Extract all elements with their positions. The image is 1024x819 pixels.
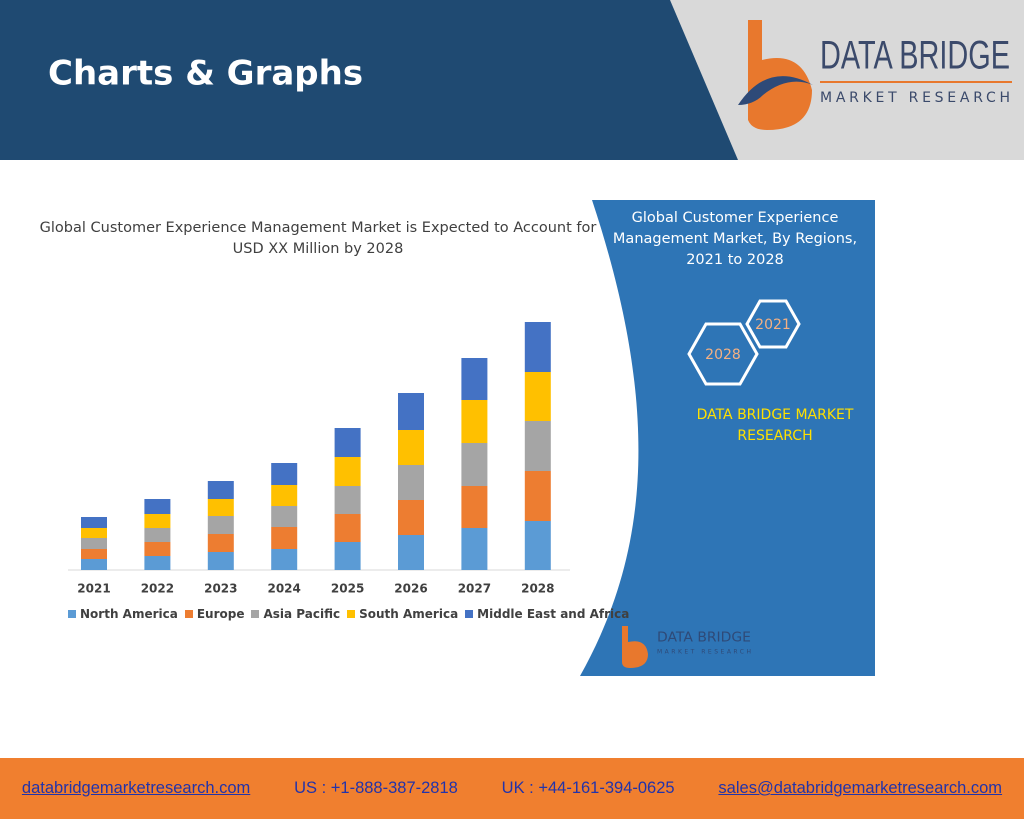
bar-segment (334, 428, 361, 457)
bar-segment (144, 528, 171, 542)
bar-segment (524, 421, 551, 471)
small-logo-tagline: MARKET RESEARCH (657, 649, 751, 656)
x-tick-label: 2025 (331, 582, 364, 596)
footer-email[interactable]: sales@databridgemarketresearch.com (718, 779, 1003, 797)
legend-label: Asia Pacific (263, 607, 341, 621)
x-tick-label: 2028 (521, 582, 554, 596)
bar-segment (398, 535, 424, 570)
legend-item: Middle East and Africa (465, 607, 629, 621)
x-tick-label: 2027 (458, 582, 491, 596)
bar-segment (81, 528, 107, 538)
legend-item: South America (347, 607, 458, 621)
legend-swatch (184, 610, 193, 618)
bar-segment (461, 358, 488, 400)
logo-tagline: MARKET RESEARCH (820, 90, 1010, 106)
bar-segment (207, 481, 234, 499)
bar-segment (524, 521, 551, 570)
legend-label: Middle East and Africa (477, 607, 630, 621)
bar-segment (271, 549, 298, 570)
legend-label: Europe (196, 607, 245, 621)
bar-segment (398, 430, 424, 465)
bar-segment (81, 549, 107, 559)
logo-mark (748, 20, 812, 130)
bar-segment (271, 463, 298, 485)
bar-segment (271, 506, 298, 527)
bar-segment (461, 443, 488, 486)
bar-segment (144, 542, 171, 556)
x-tick-label: 2022 (141, 582, 174, 596)
bar-segment (398, 500, 424, 535)
hex-label: 2021 (755, 317, 791, 333)
bar-segment (144, 556, 171, 570)
bar-segment (334, 457, 361, 486)
legend: North America Europe Asia Pacific South Ame… (68, 607, 629, 621)
bar-segment (207, 499, 234, 516)
legend-swatch (465, 610, 474, 618)
bar-segment (207, 534, 234, 552)
bar-segment (207, 516, 234, 534)
bar-segment (81, 517, 107, 528)
legend-swatch (347, 610, 356, 618)
bar-segment (461, 528, 488, 570)
panel-brand: DATA BRIDGE MARKET RESEARCH (696, 407, 854, 444)
x-tick-label: 2024 (267, 582, 300, 596)
legend-swatch (68, 610, 76, 618)
bar-segment (271, 527, 298, 549)
logo-swoosh (738, 76, 813, 105)
bar-segment (334, 486, 361, 514)
bar-segment (144, 499, 171, 514)
header-band (0, 0, 738, 160)
hexagon (745, 299, 801, 349)
small-logo-mark (622, 626, 648, 668)
legend-item: Europe (184, 607, 245, 621)
footer-us: US : +1-888-387-2818 (294, 779, 458, 797)
bar-segment (524, 322, 551, 372)
logo-name: DATA BRIDGE (820, 34, 1010, 78)
bar-segment (461, 486, 488, 528)
bar-segment (81, 538, 107, 549)
bar-segment (524, 471, 551, 521)
hex-label: 2028 (705, 347, 741, 363)
side-panel (580, 200, 875, 676)
bar-segment (334, 542, 361, 570)
footer-uk: UK : +44-161-394-0625 (501, 779, 675, 797)
legend-item: North America (68, 607, 178, 621)
bar-segment (271, 485, 298, 506)
bar-segment (144, 514, 171, 528)
bar-segment (207, 552, 234, 570)
legend-item: Asia Pacific (251, 607, 340, 621)
x-tick-label: 2021 (77, 582, 110, 596)
bar-segment (398, 465, 424, 500)
legend-swatch (251, 610, 260, 618)
bar-segment (398, 393, 424, 430)
bar-segment (524, 372, 551, 421)
footer: databridgemarketresearch.com US : +1-888… (0, 758, 1024, 819)
bar-segment (461, 400, 488, 443)
header-title: Charts & Graphs (48, 54, 363, 94)
hexagon (687, 322, 759, 386)
x-tick-label: 2026 (394, 582, 427, 596)
panel-title: Global Customer Experience Management Ma… (612, 210, 858, 268)
bar-segment (81, 559, 107, 570)
legend-label: North America (80, 607, 178, 621)
small-logo-name: DATA BRIDGE (657, 631, 751, 646)
footer-website[interactable]: databridgemarketresearch.com (21, 779, 251, 797)
legend-label: South America (359, 607, 459, 621)
bar-segment (334, 514, 361, 542)
chart-title: Global Customer Experience Management Ma… (39, 220, 597, 257)
x-tick-label: 2023 (204, 582, 237, 596)
